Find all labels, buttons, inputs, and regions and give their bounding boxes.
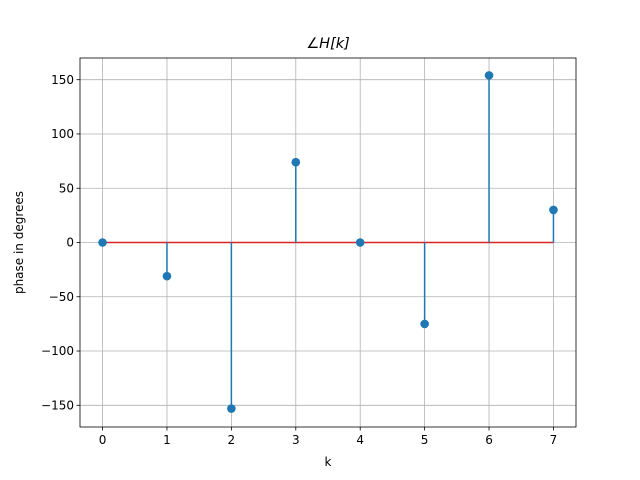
x-tick-label: 2 xyxy=(228,433,236,447)
stem-marker xyxy=(227,404,236,413)
x-tick-label: 6 xyxy=(485,433,493,447)
x-tick-label: 1 xyxy=(163,433,171,447)
stem-marker xyxy=(549,205,558,215)
stem-marker xyxy=(484,71,494,80)
stem-marker xyxy=(420,319,429,329)
y-tick-label: −100 xyxy=(41,344,74,358)
x-tick-label: 5 xyxy=(421,433,429,447)
stem-marker xyxy=(291,157,301,167)
stem-marker xyxy=(355,238,365,247)
y-tick-label: −50 xyxy=(49,290,74,304)
x-tick-label: 0 xyxy=(99,433,107,447)
y-tick-label: 0 xyxy=(66,236,74,250)
x-tick-label: 3 xyxy=(292,433,300,447)
x-axis-label: k xyxy=(325,455,332,469)
stem-marker xyxy=(162,271,172,281)
stems xyxy=(166,75,555,409)
y-tick-label: −150 xyxy=(41,398,74,412)
y-tick-label: 50 xyxy=(59,181,74,195)
y-axis-label: phase in degrees xyxy=(12,191,26,294)
markers xyxy=(98,71,558,413)
y-tick-label: 150 xyxy=(51,73,74,87)
x-tick-label: 7 xyxy=(550,433,558,447)
chart-title: ∠H[k] xyxy=(306,36,350,52)
stem-marker xyxy=(98,238,107,247)
ticks: 0 1 2 3 4 5 6 7 −150 −100 −50 0 50 100 150 xyxy=(41,73,557,447)
y-tick-label: 100 xyxy=(51,127,74,141)
x-tick-label: 4 xyxy=(356,433,364,447)
